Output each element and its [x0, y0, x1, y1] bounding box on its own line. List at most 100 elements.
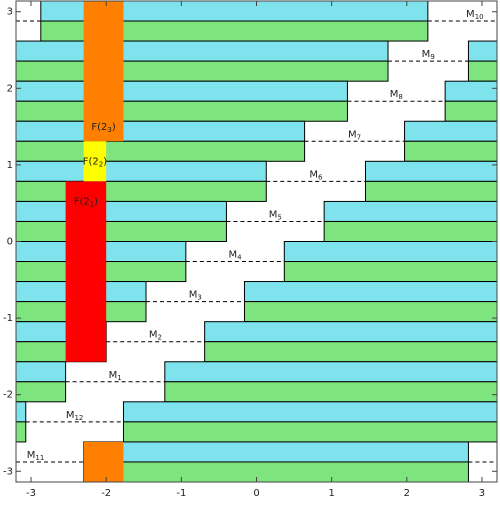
- y-tick-label: 0: [7, 237, 13, 248]
- x-tick-label: -3: [26, 488, 36, 499]
- label-sub: 3: [197, 294, 201, 302]
- strip-lower: [15, 220, 227, 243]
- strip-lower: [15, 140, 306, 162]
- label: M2: [149, 330, 162, 342]
- label-base: F(2: [91, 122, 107, 133]
- strip-upper: [15, 200, 227, 222]
- strip-upper: [15, 160, 267, 182]
- label: M8: [390, 89, 403, 101]
- label-sub: 9: [430, 53, 434, 61]
- strip-upper: [122, 401, 498, 423]
- strip-upper: [323, 200, 498, 222]
- strip-upper: [467, 40, 498, 62]
- strip-lower: [15, 60, 389, 82]
- label-sub: 5: [277, 213, 281, 221]
- label-base: M: [466, 9, 475, 20]
- y-tick-label: 1: [7, 160, 13, 171]
- label: M7: [348, 129, 361, 141]
- label: M3: [189, 290, 202, 302]
- y-tick-label: 3: [7, 7, 13, 18]
- label-base: M: [390, 89, 399, 100]
- label: F(23): [91, 122, 115, 134]
- strip-upper: [83, 441, 469, 463]
- strip-lower: [444, 100, 498, 122]
- strip-lower: [283, 261, 498, 283]
- label-base: M: [348, 129, 357, 140]
- label: M4: [229, 250, 243, 262]
- x-tick-label: 1: [328, 488, 334, 499]
- label-sub: 7: [357, 133, 361, 141]
- label: F(21): [74, 196, 98, 208]
- strip-lower: [15, 381, 67, 403]
- strip-upper: [204, 321, 498, 343]
- label-base: M: [189, 290, 198, 301]
- label-sub: 3: [107, 126, 111, 134]
- label-base: M: [269, 209, 278, 220]
- strip-upper: [15, 361, 67, 383]
- y-tick-label: -2: [3, 390, 13, 401]
- strip-lower: [404, 140, 498, 162]
- y-tick-label: 2: [7, 83, 13, 94]
- label-sub: 1: [117, 374, 121, 382]
- x-tick-label: -2: [101, 488, 111, 499]
- strip-upper: [15, 401, 27, 423]
- strip-lower: [15, 421, 27, 443]
- label: M6: [309, 169, 323, 181]
- label-sub: 2: [158, 334, 162, 342]
- strip-lower: [83, 461, 469, 483]
- label: M1: [109, 370, 122, 382]
- strip-upper: [15, 40, 389, 62]
- label-sub: 6: [318, 173, 323, 181]
- label-base: M: [309, 169, 318, 180]
- label-base: F(2: [83, 156, 99, 167]
- label-base: M: [109, 370, 118, 381]
- label: M10: [466, 9, 484, 21]
- strip-upper: [243, 281, 498, 303]
- label-sub: 4: [237, 254, 242, 262]
- label-end: ): [112, 122, 116, 133]
- strip-upper: [404, 120, 498, 142]
- strip-upper: [364, 160, 498, 182]
- strip-upper: [15, 80, 348, 102]
- label-end: ): [103, 156, 107, 167]
- strip-upper: [15, 120, 306, 142]
- label-sub: 11: [35, 454, 44, 462]
- label: M11: [27, 450, 45, 462]
- label-base: M: [229, 250, 238, 261]
- label-base: M: [66, 410, 75, 421]
- label-sub: 1: [90, 200, 94, 208]
- label: M5: [269, 209, 282, 221]
- strip-upper: [444, 80, 498, 102]
- strip-lower: [15, 180, 267, 202]
- x-tick-label: 0: [253, 488, 259, 499]
- block: [65, 181, 107, 362]
- label-base: M: [422, 49, 431, 60]
- block: [83, 141, 107, 182]
- strip-lower: [467, 60, 498, 82]
- label: M12: [66, 410, 84, 422]
- strip-lower: [364, 180, 498, 202]
- strip-lower: [204, 341, 498, 363]
- label-base: M: [27, 450, 36, 461]
- x-tick-label: 3: [479, 488, 485, 499]
- y-tick-label: -1: [3, 313, 13, 324]
- strip-lower: [122, 421, 498, 443]
- label-sub: 8: [398, 93, 402, 101]
- label: M9: [422, 49, 435, 61]
- x-tick-label: -1: [176, 488, 186, 499]
- y-tick-label: -3: [3, 466, 13, 477]
- block: [83, 1, 124, 142]
- strip-lower: [15, 100, 348, 122]
- label: F(22): [83, 156, 107, 168]
- label-end: ): [94, 196, 98, 207]
- label-sub: 2: [99, 160, 103, 168]
- label-base: M: [149, 330, 158, 341]
- label-sub: 10: [475, 13, 484, 21]
- block: [83, 441, 124, 482]
- x-tick-label: 2: [404, 488, 410, 499]
- strip-upper: [164, 361, 498, 383]
- label-sub: 12: [74, 414, 83, 422]
- strip-upper: [283, 241, 498, 263]
- strip-lower: [323, 220, 498, 243]
